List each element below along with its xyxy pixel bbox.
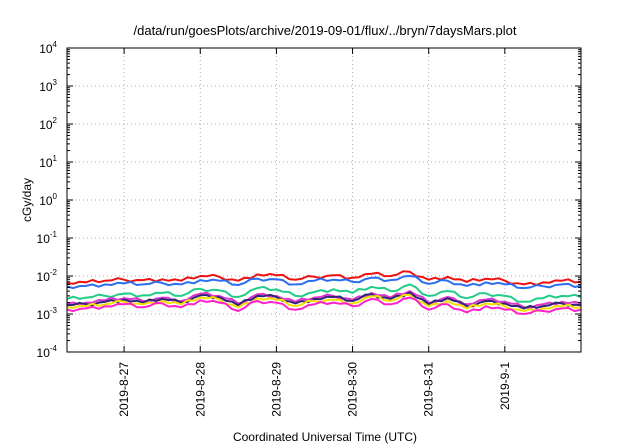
x-axis: 2019-8-27 2019-8-28 2019-8-29 2019-8-30 2019…	[117, 48, 512, 417]
y-tick-label: 103	[39, 78, 57, 94]
series-line-1	[66, 270, 582, 286]
chart-title: /data/run/goesPlots/archive/2019-09-01/f…	[134, 23, 517, 38]
series-group	[66, 270, 582, 315]
y-tick-label: 10-1	[37, 230, 58, 246]
series-line-7	[66, 296, 582, 315]
y-tick-label: 102	[39, 116, 57, 132]
y-tick-label: 101	[39, 154, 57, 170]
series-line-6	[66, 293, 582, 313]
x-tick-label: 2019-8-29	[269, 362, 283, 417]
series-line-2	[66, 275, 582, 290]
x-tick-label: 2019-8-31	[422, 362, 436, 417]
x-tick-label: 2019-8-30	[346, 362, 360, 417]
y-axis-label: cGy/day	[20, 178, 34, 222]
y-axis: 10-4 10-3 10-2 10-1 100 101 102 103 104	[37, 40, 581, 360]
y-tick-label: 104	[39, 40, 57, 56]
x-tick-label: 2019-9-1	[498, 362, 512, 410]
y-tick-label: 10-3	[37, 306, 58, 322]
x-tick-label: 2019-8-28	[193, 362, 207, 417]
series-line-5	[66, 291, 582, 310]
x-tick-label: 2019-8-27	[117, 362, 131, 417]
y-tick-label: 10-2	[37, 268, 58, 284]
x-axis-label: Coordinated Universal Time (UTC)	[233, 430, 417, 444]
y-tick-label: 10-4	[37, 344, 58, 360]
y-tick-label: 100	[39, 192, 57, 208]
series-line-3	[66, 283, 582, 303]
